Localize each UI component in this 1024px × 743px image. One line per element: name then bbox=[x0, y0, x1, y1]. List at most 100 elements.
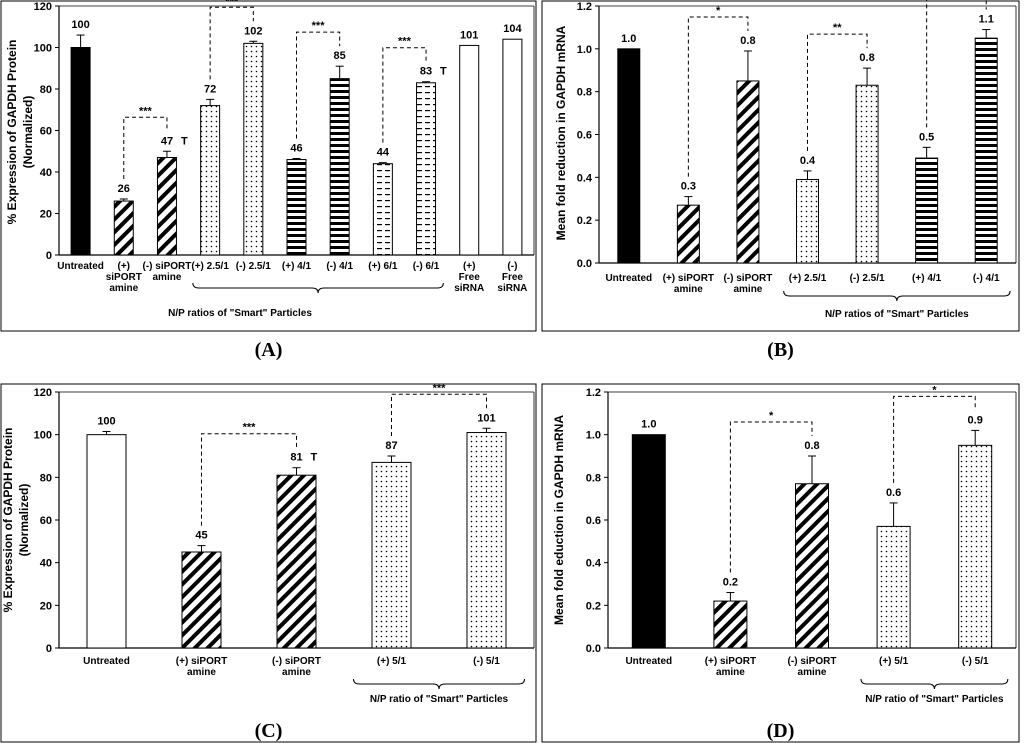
x-tick-label: (+) 5/1 bbox=[879, 656, 909, 667]
x-tick-label: (+) siPORT bbox=[705, 656, 756, 667]
x-tick-label: (-) 6/1 bbox=[413, 261, 440, 272]
y-tick-label: 1.0 bbox=[586, 430, 601, 442]
y-tick-label: 0.2 bbox=[577, 215, 592, 227]
x-tick-label: amine bbox=[282, 667, 311, 678]
data-label: 1.0 bbox=[641, 419, 656, 431]
x-tick-label: (-) 4/1 bbox=[326, 261, 353, 272]
bar bbox=[372, 163, 393, 256]
data-label: 72 bbox=[204, 83, 216, 95]
data-label: 85 bbox=[334, 50, 346, 62]
group-brace bbox=[353, 678, 525, 690]
bar bbox=[156, 156, 177, 256]
panel-label: (C) bbox=[255, 720, 283, 742]
significance-bracket bbox=[296, 31, 341, 139]
x-tick-label: (+) 4/1 bbox=[912, 273, 942, 284]
data-label: 0.8 bbox=[804, 440, 819, 452]
data-label: 1.0 bbox=[621, 33, 636, 45]
data-label: 26 bbox=[118, 183, 130, 195]
group-brace bbox=[783, 290, 1011, 302]
y-tick-label: 0.8 bbox=[586, 472, 601, 484]
x-tick-label: Untreated bbox=[83, 656, 130, 667]
significance-label: * bbox=[716, 5, 721, 17]
y-tick-label: 120 bbox=[34, 387, 52, 399]
y-tick-label: 120 bbox=[34, 1, 52, 13]
x-tick-label: (-) bbox=[507, 261, 517, 272]
y-axis-label: % Expression of GAPDH Protein bbox=[5, 40, 19, 225]
x-tick-label: (-) 5/1 bbox=[473, 656, 500, 667]
data-label: 0.8 bbox=[740, 35, 755, 47]
data-label-mark: T bbox=[311, 452, 318, 464]
data-label-mark: T bbox=[181, 135, 188, 147]
y-tick-label: 100 bbox=[34, 430, 52, 442]
y-tick-label: 1.2 bbox=[586, 387, 601, 399]
panel-label: (A) bbox=[255, 339, 283, 361]
significance-label: *** bbox=[433, 382, 447, 394]
y-axis-label: Mean fold reduction in GAPDH mRNA bbox=[554, 25, 568, 240]
chart-panel-a: 0 20 40 60 80 100 120 % Expression of GAPDH Pro… bbox=[0, 0, 537, 361]
y-tick-label: 40 bbox=[40, 558, 52, 570]
significance-bracket bbox=[893, 395, 976, 483]
y-tick-label: 0 bbox=[46, 643, 52, 655]
data-label: 0.8 bbox=[859, 52, 874, 64]
data-label: 102 bbox=[244, 25, 262, 37]
bar bbox=[286, 159, 307, 256]
y-axis-label: Mean fold eduction in GAPDH mRNA bbox=[552, 415, 566, 625]
x-tick-label: amine bbox=[109, 283, 138, 294]
data-label-mark: T bbox=[440, 66, 447, 78]
x-tick-label: siPORT bbox=[106, 272, 142, 283]
data-label: 0.4 bbox=[800, 155, 816, 167]
significance-bracket bbox=[123, 116, 168, 179]
y-tick-label: 0.4 bbox=[577, 172, 593, 184]
data-label: 1.1 bbox=[979, 14, 994, 26]
x-tick-label: amine bbox=[716, 667, 745, 678]
bar bbox=[86, 434, 127, 649]
bar bbox=[915, 157, 939, 264]
data-label: 0.3 bbox=[681, 181, 696, 193]
data-label: 104 bbox=[503, 23, 522, 35]
bar bbox=[676, 204, 700, 264]
bar bbox=[795, 483, 829, 649]
significance-bracket bbox=[807, 33, 868, 151]
panel-frame bbox=[541, 383, 1020, 743]
y-tick-label: 80 bbox=[40, 472, 52, 484]
x-tick-label: amine bbox=[674, 284, 703, 295]
significance-label: ** bbox=[833, 22, 842, 34]
bar bbox=[855, 84, 879, 264]
significance-label: *** bbox=[225, 0, 239, 7]
group-label: N/P ratios of "Smart" Particles bbox=[168, 308, 312, 319]
x-tick-label: amine bbox=[733, 284, 762, 295]
y-tick-label: 20 bbox=[40, 209, 52, 221]
bar bbox=[243, 42, 264, 256]
bar bbox=[466, 432, 507, 649]
y-tick-label: 0.2 bbox=[586, 600, 601, 612]
data-label: 101 bbox=[460, 29, 478, 41]
group-label: N/P ratios of "Smart" Particles bbox=[825, 309, 969, 320]
x-tick-label: (-) siPORT bbox=[272, 656, 321, 667]
x-tick-label: (-) 2.5/1 bbox=[850, 273, 885, 284]
data-label: 100 bbox=[97, 415, 115, 427]
bar bbox=[876, 525, 911, 649]
y-tick-label: 1.0 bbox=[577, 44, 592, 56]
x-tick-label: Untreated bbox=[57, 261, 104, 272]
data-label: 83 bbox=[420, 66, 432, 78]
bar bbox=[200, 105, 221, 256]
group-label: N/P ratio of "Smart" Particles bbox=[370, 694, 509, 705]
data-label: 0.6 bbox=[886, 487, 901, 499]
x-tick-label: siRNA bbox=[497, 283, 527, 294]
y-tick-label: 0 bbox=[46, 250, 52, 262]
x-tick-label: (+) 5/1 bbox=[377, 656, 407, 667]
x-tick-label: Untreated bbox=[605, 273, 652, 284]
panel-label: (B) bbox=[767, 339, 794, 361]
data-label: 0.9 bbox=[968, 414, 983, 426]
x-tick-label: (-) siPORT bbox=[143, 261, 192, 272]
x-tick-label: amine bbox=[187, 667, 216, 678]
x-tick-label: siRNA bbox=[454, 283, 484, 294]
x-tick-label: (+) siPORT bbox=[176, 656, 227, 667]
significance-label: *** bbox=[243, 422, 257, 434]
x-tick-label: (-) 2.5/1 bbox=[236, 261, 271, 272]
group-brace bbox=[192, 282, 444, 294]
bar bbox=[276, 474, 317, 649]
y-tick-label: 60 bbox=[40, 126, 52, 138]
y-tick-label: 20 bbox=[40, 600, 52, 612]
x-tick-label: (+) siPORT bbox=[663, 273, 714, 284]
